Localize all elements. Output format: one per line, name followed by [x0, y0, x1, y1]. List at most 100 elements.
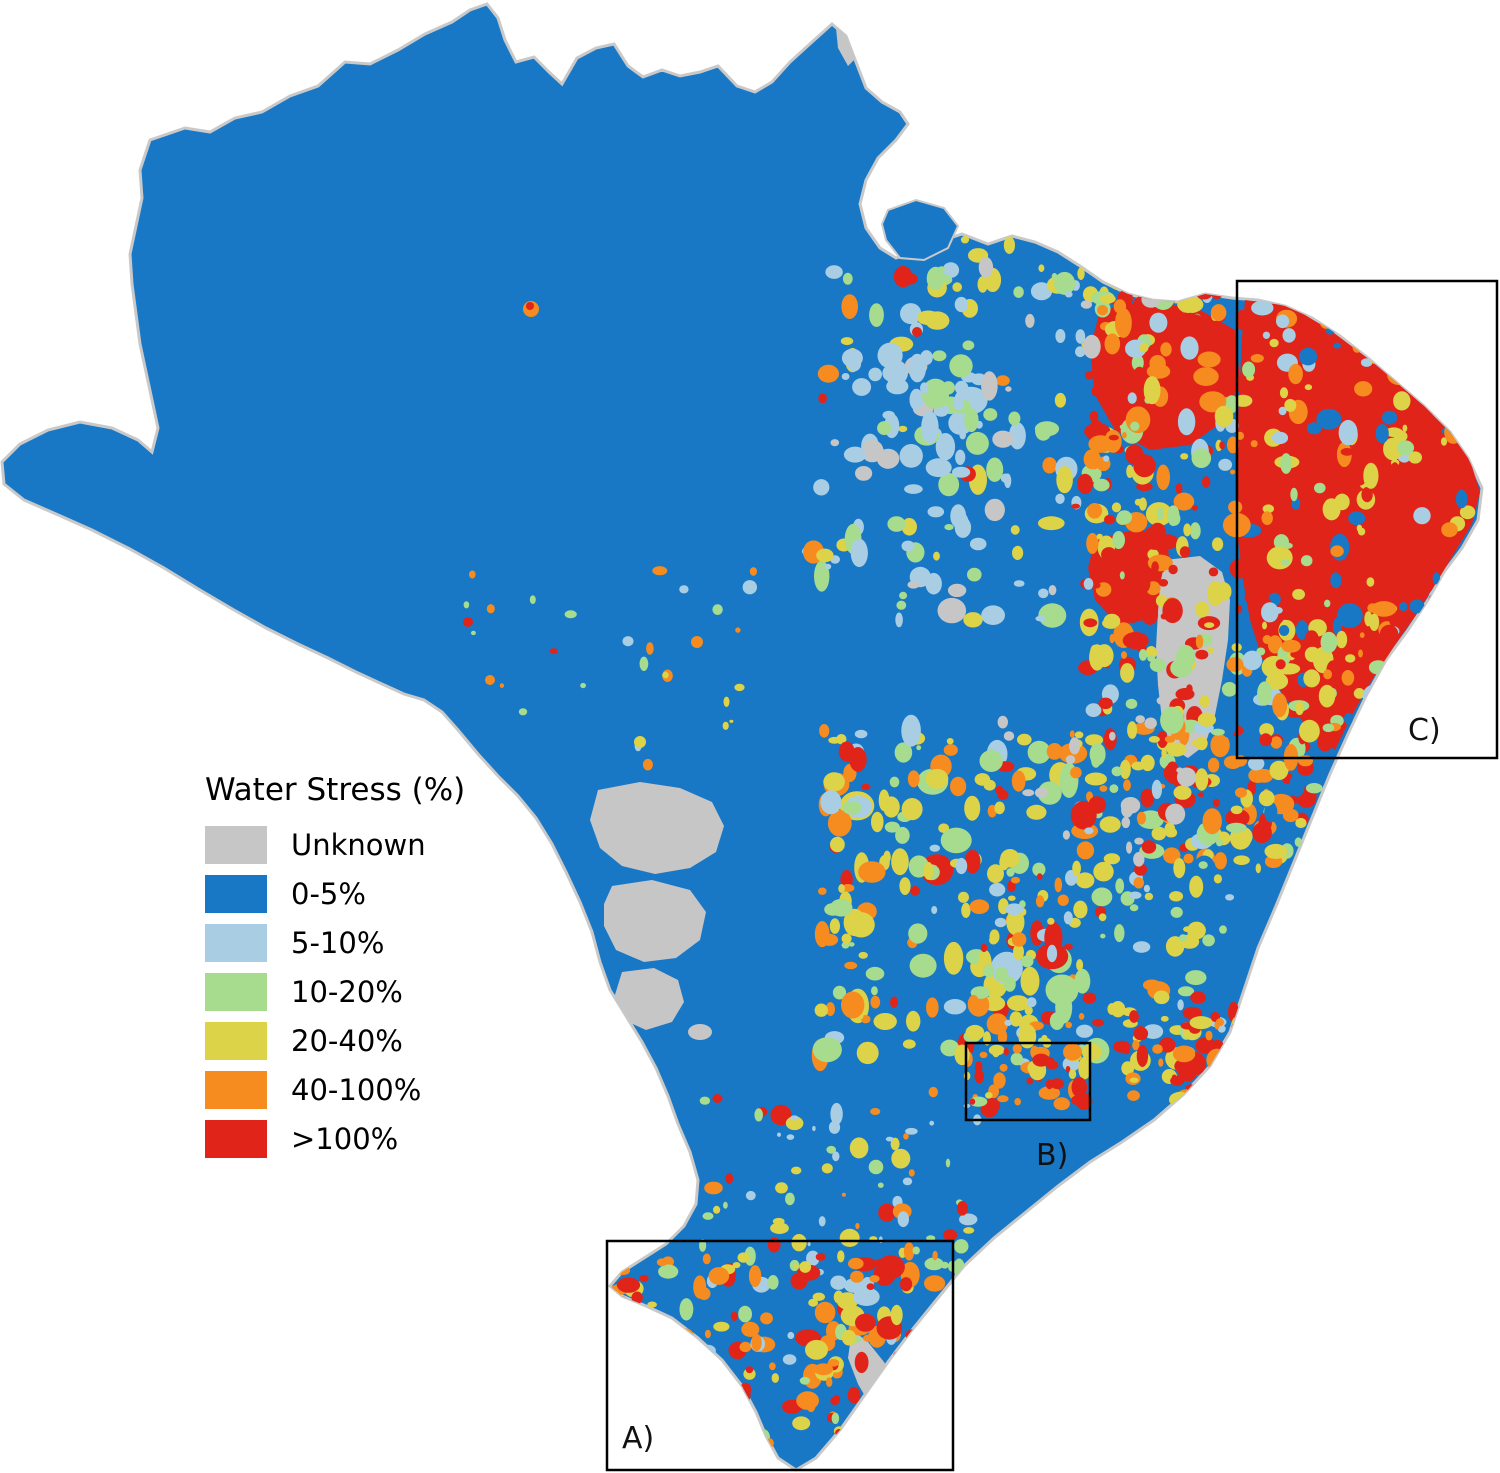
water-stress-patch [1133, 877, 1145, 889]
water-stress-patch [891, 1148, 911, 1169]
water-stress-patch [856, 1041, 879, 1065]
water-stress-patch [1436, 443, 1448, 455]
annotation-box-a [605, 1239, 955, 1472]
water-stress-patch [1295, 620, 1309, 640]
water-stress-patch [883, 850, 891, 864]
water-stress-patch [829, 918, 841, 934]
water-stress-patch [1051, 273, 1058, 280]
water-stress-patch [790, 1115, 799, 1121]
water-stress-patch [699, 1096, 711, 1105]
water-stress-patch [1330, 545, 1344, 557]
water-stress-patch [719, 1403, 731, 1414]
water-stress-patch [840, 337, 854, 346]
water-stress-patch [826, 1145, 836, 1154]
water-stress-patch [1074, 968, 1091, 994]
water-stress-patch [898, 425, 908, 433]
water-stress-patch [830, 1102, 843, 1125]
water-stress-patch [1121, 651, 1127, 659]
legend-swatch-40-100 [205, 1071, 267, 1109]
water-stress-patch [1256, 244, 1265, 254]
water-stress-patch [1010, 525, 1020, 535]
water-stress-patch [862, 1334, 875, 1342]
water-stress-patch [1000, 849, 1020, 868]
legend-swatch-color [205, 826, 267, 864]
water-stress-patch [952, 466, 971, 478]
water-stress-patch [1189, 1016, 1213, 1030]
water-stress-patch [1120, 663, 1135, 683]
water-stress-patch [722, 721, 729, 730]
annotation-label-b: B) [1036, 1138, 1068, 1173]
water-stress-patch [1317, 733, 1333, 752]
water-stress-patch [933, 551, 940, 561]
water-stress-patch [1369, 353, 1382, 365]
water-stress-patch [725, 1173, 734, 1184]
water-stress-patch [903, 1133, 909, 1140]
water-stress-patch [1078, 1056, 1091, 1080]
water-stress-patch [1149, 355, 1166, 372]
water-stress-patch [712, 1094, 723, 1103]
water-stress-patch [1070, 800, 1097, 830]
water-stress-patch [660, 1402, 676, 1419]
water-stress-patch [470, 630, 476, 636]
water-stress-patch [935, 1343, 953, 1358]
isolated-patches [463, 301, 922, 748]
water-stress-patch [980, 1101, 999, 1118]
water-stress-patch [917, 310, 940, 326]
water-stress-patch [1102, 269, 1113, 277]
water-stress-patch [984, 498, 1005, 522]
water-stress-patch [897, 1377, 910, 1387]
water-stress-patch [1197, 351, 1221, 368]
water-stress-patch [1324, 599, 1331, 608]
water-stress-patch [870, 995, 881, 1009]
water-stress-patch [1109, 784, 1119, 793]
water-stress-patch [943, 744, 958, 756]
water-stress-patch [1270, 736, 1283, 749]
water-stress-patch [1423, 314, 1439, 338]
water-stress-patch [1057, 894, 1069, 906]
water-stress-patch [1065, 291, 1073, 298]
water-stress-patch [1250, 354, 1264, 363]
water-stress-patch [1257, 681, 1272, 706]
water-stress-patch [1282, 808, 1299, 823]
water-stress-patch [1185, 970, 1207, 986]
water-stress-patch [964, 795, 981, 821]
water-stress-patch [1262, 621, 1267, 630]
water-stress-patch [1065, 1021, 1072, 1029]
water-stress-patch [1302, 841, 1316, 850]
water-stress-patch [943, 1229, 958, 1241]
water-stress-patch [1236, 309, 1248, 331]
water-stress-patch [1258, 790, 1275, 807]
water-stress-patch [1382, 410, 1398, 425]
water-stress-patch [908, 1169, 915, 1177]
water-stress-patch [1304, 630, 1319, 647]
water-stress-patch [815, 1253, 826, 1261]
water-stress-patch [825, 1002, 836, 1017]
water-stress-patch [1248, 756, 1265, 771]
water-stress-patch [1130, 421, 1140, 431]
water-stress-patch [814, 1003, 828, 1017]
water-stress-patch [852, 378, 872, 396]
water-stress-patch [899, 591, 908, 600]
water-stress-patch [1278, 625, 1290, 636]
legend-label: 40-100% [291, 1073, 422, 1107]
water-stress-patch [1083, 449, 1101, 470]
water-stress-patch [841, 294, 858, 319]
water-stress-patch [1451, 392, 1466, 407]
water-stress-patch [1000, 473, 1011, 483]
water-stress-patch [1229, 558, 1250, 579]
water-stress-patch [820, 790, 842, 815]
water-stress-patch [1076, 1024, 1093, 1038]
water-stress-patch [1116, 255, 1136, 273]
water-stress-patch [1097, 305, 1108, 316]
water-stress-patch [1074, 731, 1084, 739]
water-stress-patch [1077, 267, 1085, 281]
water-stress-patch [890, 996, 898, 1008]
water-stress-patch [1134, 863, 1148, 876]
water-stress-patch [1207, 757, 1220, 773]
unknown-region-patch [590, 782, 724, 874]
water-stress-patch [1255, 863, 1262, 874]
water-stress-patch [1126, 841, 1133, 854]
water-stress-patch [808, 1298, 818, 1307]
water-stress-patch [1027, 740, 1051, 764]
water-stress-patch [1175, 483, 1183, 494]
